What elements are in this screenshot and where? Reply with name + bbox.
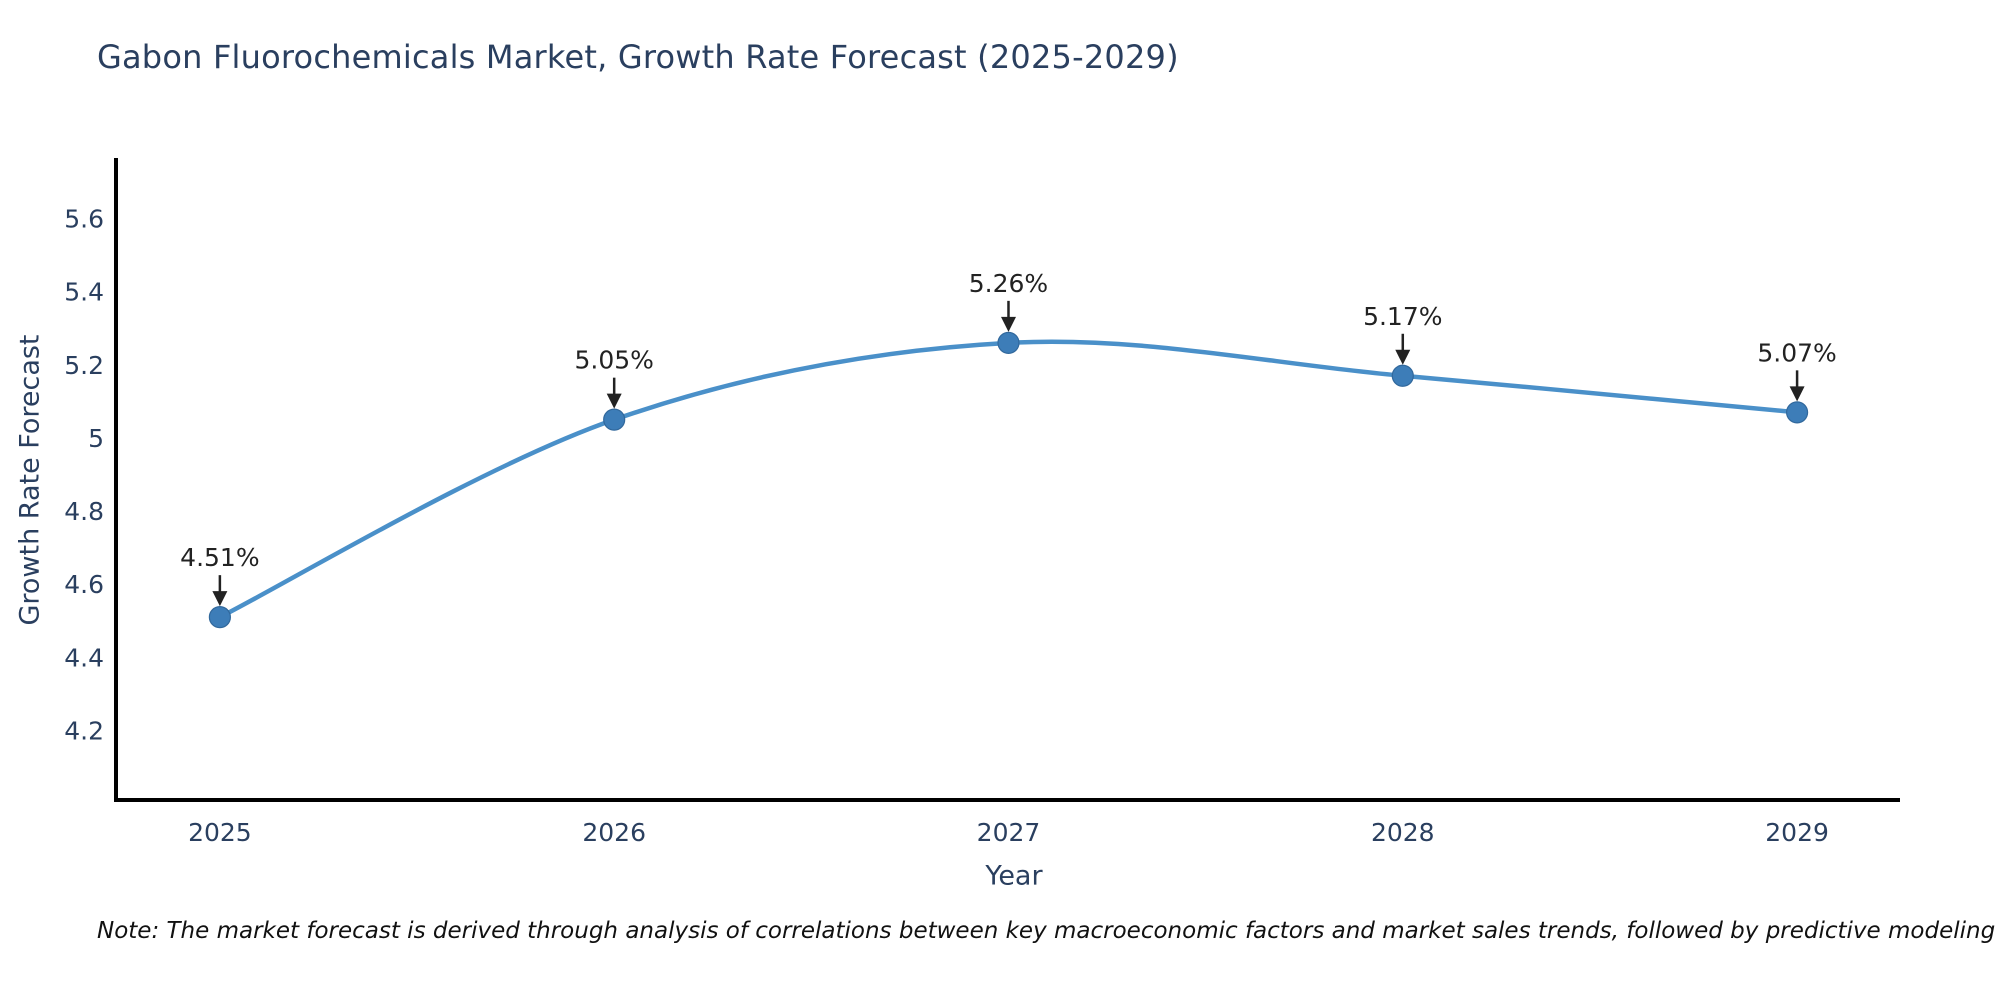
y-tick-label: 4.4 (64, 643, 104, 672)
y-tick-label: 4.6 (64, 570, 104, 599)
data-point-marker (997, 331, 1020, 354)
data-point-marker (1391, 364, 1414, 387)
x-tick-label: 2025 (188, 818, 252, 847)
x-tick-label: 2029 (1765, 818, 1829, 847)
data-point-label: 5.26% (969, 269, 1048, 298)
x-tick-label: 2026 (582, 818, 646, 847)
annotation-arrowhead (1395, 349, 1411, 365)
y-tick-label: 5.4 (64, 278, 104, 307)
data-point-label: 5.07% (1757, 338, 1836, 367)
trend-line (217, 339, 1800, 620)
footnote: Note: The market forecast is derived thr… (97, 918, 2000, 944)
annotation-arrowhead (1789, 386, 1805, 402)
y-tick-label: 5.6 (64, 205, 104, 234)
x-tick-label: 2028 (1371, 818, 1435, 847)
annotation-arrowhead (1000, 316, 1016, 332)
chart-title: Gabon Fluorochemicals Market, Growth Rat… (97, 38, 1179, 76)
x-tick-label: 2027 (977, 818, 1041, 847)
data-point-label: 5.17% (1363, 302, 1442, 331)
annotation-arrowhead (606, 393, 622, 409)
data-point-marker (1785, 401, 1809, 424)
y-tick-label: 5.2 (64, 351, 104, 380)
data-point-marker (208, 606, 231, 629)
y-tick-label: 4.8 (64, 497, 104, 526)
data-point-label: 5.05% (574, 346, 653, 375)
y-tick-label: 5 (88, 424, 104, 453)
annotation-arrowhead (212, 591, 228, 607)
x-axis-title: Year (985, 860, 1043, 892)
y-tick-label: 4.2 (64, 717, 104, 746)
data-point-label: 4.51% (180, 543, 259, 572)
data-point-marker (603, 408, 626, 431)
